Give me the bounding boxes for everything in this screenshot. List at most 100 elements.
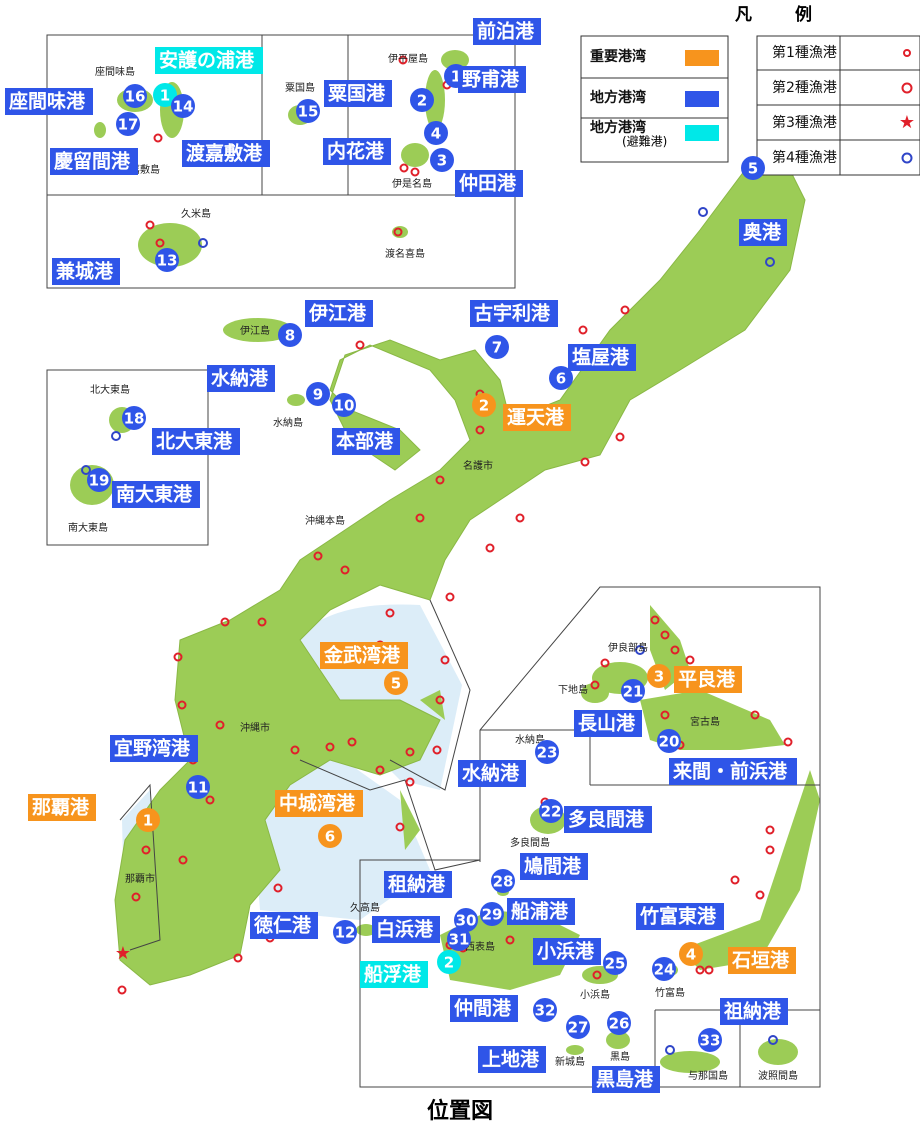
- legend-label: 第2種漁港: [772, 79, 837, 96]
- legend-label: 地方港湾: [590, 89, 646, 106]
- fishing-port-symbol: [233, 953, 243, 963]
- fishing-port-symbol: [173, 652, 183, 662]
- fishing-port-symbol: [620, 305, 630, 315]
- port-label: 中城湾港: [279, 792, 356, 815]
- port-label: 塩屋港: [572, 346, 630, 369]
- port-label: 座間味港: [9, 90, 86, 113]
- port-label: 仲間港: [454, 997, 512, 1020]
- port-label: 金武湾港: [323, 644, 401, 667]
- fishing-port-symbol: [660, 630, 670, 640]
- fishing-port-symbol: [695, 965, 705, 975]
- port-label-box: [324, 80, 392, 107]
- port-label: 石垣港: [731, 950, 790, 972]
- port-marker: [539, 799, 563, 823]
- port-label-box: [384, 871, 452, 898]
- port-marker: [491, 869, 515, 893]
- port-marker: [424, 121, 448, 145]
- port-label: 仲田港: [459, 172, 517, 195]
- port-label: 那覇港: [32, 797, 90, 819]
- fishing-port-symbol: [81, 465, 91, 475]
- fishing-port-symbol: [475, 425, 485, 435]
- port-number: 4: [686, 946, 696, 964]
- port-label: 北大東港: [156, 430, 233, 453]
- legend-note: (避難港): [622, 134, 667, 149]
- port-label: 黒島港: [596, 1068, 654, 1091]
- port-marker: [535, 740, 559, 764]
- place-name: 南大東島: [68, 521, 108, 534]
- legend-label: 第1種漁港: [772, 44, 837, 61]
- fishing-port-symbol: [505, 935, 515, 945]
- fishing-port-symbol: [153, 133, 163, 143]
- port-label: 多良間港: [568, 808, 645, 831]
- port-label: 兼城港: [56, 260, 114, 283]
- fishing-port-symbol: [117, 985, 127, 995]
- fishing-port-symbol: ★: [115, 943, 131, 964]
- place-name: 竹富島: [655, 986, 685, 999]
- port-label-box: [182, 140, 270, 167]
- port-number: 23: [537, 744, 558, 762]
- labels: 座間味島渡嘉敷島粟国島伊平屋島伊是名島久米島渡名喜島伊江島水納島北大東島南大東島…: [5, 18, 798, 1093]
- port-number: 17: [118, 116, 139, 134]
- port-number: 30: [456, 912, 477, 930]
- port-marker: [472, 393, 496, 417]
- port-label: 鳩間港: [524, 855, 582, 878]
- port-label: 奥港: [743, 221, 782, 244]
- port-label: 白浜港: [376, 918, 434, 941]
- port-number: 22: [541, 803, 562, 821]
- port-marker: [533, 998, 557, 1022]
- port-label-box: [636, 903, 724, 930]
- port-label-box: [28, 794, 96, 821]
- port-marker: [122, 406, 146, 430]
- port-marker: [447, 927, 471, 951]
- port-number: 2: [417, 92, 427, 110]
- legend-label: 第4種漁港: [772, 149, 837, 166]
- port-number: 6: [325, 828, 335, 846]
- fishing-port-symbol: [325, 742, 335, 752]
- port-number: 20: [659, 733, 680, 751]
- port-label-box: [250, 912, 318, 939]
- port-marker: [647, 664, 671, 688]
- port-number: 18: [124, 410, 145, 428]
- fishing-port-symbol: [395, 822, 405, 832]
- port-marker: [679, 942, 703, 966]
- port-label: 内花港: [327, 140, 385, 163]
- fishing-port-symbol: [178, 855, 188, 865]
- port-label: 船浮港: [364, 963, 422, 986]
- place-name: 与那国島: [688, 1069, 728, 1082]
- fishing-port-symbol: [415, 513, 425, 523]
- port-marker: [87, 468, 111, 492]
- place-name: 沖縄本島: [305, 514, 345, 527]
- fishing-port-symbol: [515, 513, 525, 523]
- port-marker: [566, 1015, 590, 1039]
- port-label-box: [507, 898, 575, 925]
- port-label-box: [372, 916, 440, 943]
- place-name: 伊良部島: [608, 641, 648, 654]
- port-number: 1: [143, 812, 153, 830]
- port-label: 竹富東港: [639, 905, 717, 928]
- port-label-box: [564, 806, 652, 833]
- fishing-port-symbol: [273, 883, 283, 893]
- port-marker: [123, 84, 147, 108]
- port-label-box: [323, 138, 391, 165]
- place-name: 西表島: [465, 940, 495, 953]
- port-marker: [480, 902, 504, 926]
- port-label-box: [5, 88, 93, 115]
- place-name: 沖縄市: [240, 721, 270, 734]
- legend-title: 凡: [735, 5, 752, 25]
- port-label: 渡嘉敷港: [186, 142, 263, 165]
- fishing-port-symbol: [355, 340, 365, 350]
- port-label-box: [320, 642, 408, 669]
- port-label-box: [455, 170, 523, 197]
- port-marker: [296, 99, 320, 123]
- fishing-port-symbol: [435, 475, 445, 485]
- port-label-box: [155, 47, 263, 74]
- place-name: 波照間島: [758, 1069, 798, 1082]
- fishing-port-symbol: [313, 551, 323, 561]
- port-number: 10: [334, 397, 355, 415]
- place-name: 水納島: [515, 733, 545, 746]
- port-label-box: [305, 300, 373, 327]
- port-number: 19: [89, 472, 110, 490]
- port-marker: [171, 94, 195, 118]
- port-label: 祖納港: [723, 1000, 782, 1023]
- fishing-port-symbol: [435, 695, 445, 705]
